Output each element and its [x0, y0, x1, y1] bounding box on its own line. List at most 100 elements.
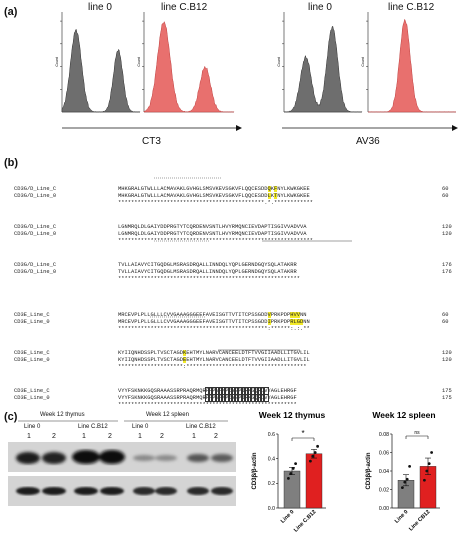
lane-2: 2: [52, 433, 56, 440]
histogram-3: Count: [277, 12, 363, 113]
lane-4: 2: [108, 433, 112, 440]
bar-1-1: [283, 470, 301, 509]
hist-title-2: line C.B12: [161, 2, 208, 13]
alignment-row: CD3E_Line_C VYYFSKNKKGQSRAAASSRPRAQRMQRPP…: [14, 387, 452, 395]
sequence-name: CD3G/D_Line_0: [14, 231, 57, 237]
sequence-name: CD3E_Line_C: [14, 312, 50, 318]
sequence-name: CD3G/D_Line_C: [14, 262, 57, 268]
band-actin-1: [16, 487, 40, 495]
sequence-position: 175: [442, 388, 452, 394]
sequence-name: CD3E_Line_0: [14, 357, 50, 363]
sequence-position: 175: [442, 395, 452, 401]
consensus-row: ****************************************…: [14, 200, 313, 207]
chart-tick-label-1-3: 0.6: [268, 432, 275, 438]
band-actin-7: [187, 487, 209, 495]
alignment-row: CD3E_Line_0 VYYFSKNKKGQSRAAASSRPRAQRMQRPP…: [14, 394, 452, 402]
chart-title-2: Week 12 spleen: [372, 410, 435, 420]
blot-line-0-spleen: Line 0: [132, 424, 149, 430]
histogram-4: Count: [361, 12, 457, 113]
data-point-2-2-3: [427, 462, 431, 465]
flow-histograms: Count Count Count Count: [55, 12, 458, 131]
sequence-position: 60: [442, 193, 449, 199]
blot-group-thymus: Week 12 thymus: [40, 412, 85, 418]
chart-tick-label-2-3: 0.06: [379, 450, 389, 456]
sequence-text: KYIIQNHDSSPLTVSCTAGDKEHTMYLNARVCANCEELDT…: [118, 350, 310, 356]
ct3-arrow-head: [236, 125, 242, 131]
data-point-2-1-3: [405, 477, 409, 481]
sequence-text: MHKGRALGTWLLLACMAVAKLGVHGLSMSVKEVSGKVFLQ…: [118, 193, 310, 199]
sequence-text: MRCEVPLPLLGLLLCVVGAAAGGGEEFAVEISGTTVTITC…: [118, 319, 310, 325]
sequence-position: 120: [442, 350, 452, 356]
band-actin-3: [74, 487, 98, 495]
sequence-text: ****************************************…: [118, 402, 297, 408]
sequence-position: 120: [442, 231, 452, 237]
data-point-2-1-1: [401, 486, 404, 490]
hist-count-label-1: Count: [55, 57, 59, 66]
sequence-name: CD3E_Line_C: [14, 388, 50, 394]
hist-count-label-2: Count: [137, 57, 141, 66]
sequence-text: MHKGRALGTWLLLACMAVAKLGVHGLSMSVKEVSGKVFLQ…: [118, 186, 310, 192]
lane-5: 1: [138, 433, 142, 440]
data-point-2-2-2: [425, 469, 429, 473]
lane-7: 1: [192, 433, 196, 440]
sequence-position: 60: [442, 312, 449, 318]
lane-8: 2: [214, 433, 218, 440]
sequence-position: 176: [442, 269, 452, 275]
sequence-text: VYYFSKNKKGQSRAAASSRPRAQRMQRPPPVPNPDYEPIR…: [118, 394, 297, 402]
alignment-row: CD3G/D_Line_0 LGNMRQLDLGAIYDDPRGTYTCQRDEN…: [14, 231, 452, 238]
sequence-name: CD3E_Line_C: [14, 350, 50, 356]
consensus-row: ****************************************…: [14, 276, 300, 283]
consensus-row: ********************:*******************…: [14, 364, 307, 371]
sig-label-1: *: [301, 429, 304, 438]
sequence-text: ****************************************…: [118, 200, 313, 206]
band-actin-6: [155, 487, 177, 495]
chart-title-1: Week 12 thymus: [259, 410, 326, 420]
chart-category-2-1: Line 0: [394, 509, 409, 524]
alignment-annotations: [150, 177, 352, 351]
blot-group-spleen: Week 12 spleen: [146, 412, 189, 418]
chart-category-2-2: Line CB12: [408, 509, 431, 532]
ct3-label: CT3: [142, 136, 161, 147]
chart-ylabel-1: CD3β/β-actin: [252, 452, 258, 489]
alignment-row: CD3E_Line_0 MRCEVPLPLLGLLLCVVGAAAGGGEEFAV…: [14, 319, 448, 326]
data-point-1-2-2: [311, 454, 315, 458]
av36-label: AV36: [356, 136, 380, 147]
data-point-2-1-4: [408, 464, 411, 468]
alignment-row: CD3G/D_Line_C LGNMRQLDLGAIYDDPRGTYTCQRDEN…: [14, 224, 452, 231]
band-actin-2: [42, 487, 66, 495]
panel-b-label: (b): [4, 157, 19, 169]
panel-c-label: (c): [4, 411, 18, 423]
band-actin-8: [211, 487, 233, 495]
band-actin-4: [100, 487, 124, 495]
sequence-text: LGNMRQLDLGAIYDDPRGTYTCQRDENVSNTLHVYRMQNC…: [118, 231, 307, 237]
cd3e-alignment: CD3E_Line_C MRCEVPLPLLGLLLCVVGAAAGGGEEFAV…: [14, 298, 460, 416]
bar-1-2: [305, 453, 323, 509]
sequence-text: KYIIQNHDSSPLTVSCTAGDEEHTMYLNARVCANCEELDT…: [118, 357, 310, 363]
sequence-text: ********************:*******************…: [118, 364, 307, 370]
av36-arrow-head: [452, 125, 458, 131]
lane-3: 1: [82, 433, 86, 440]
hist-count-label-3: Count: [277, 57, 281, 66]
data-point-1-1-4: [294, 462, 297, 465]
hist-title-4: line C.B12: [388, 2, 435, 13]
sequence-text: VYYFSKNKKGQSRAAASSRPRAQRMQRPPPVPNPDYEPIR…: [118, 387, 297, 395]
data-point-1-1-2: [289, 472, 293, 475]
sequence-text: TVLLAIAVYCITGQDGLMSRASDRQALLINNDQLYQPLGE…: [118, 262, 297, 268]
band-cd3-4: [99, 450, 125, 464]
data-point-1-1-3: [291, 467, 295, 470]
chart-ylabel-2: CD3β/β-actin: [366, 452, 372, 489]
alignment-row: CD3G/D_Line_C TVLLAIAVYCITGQDGLMSRASDRQAL…: [14, 262, 452, 269]
data-point-2-2-4: [430, 451, 433, 454]
band-cd3-7: [187, 454, 209, 462]
band-cd3-2: [42, 452, 66, 464]
alignment-row: CD3G/D_Line_0 MHKGRALGTWLLLACMAVAKLGVHGLS…: [14, 193, 448, 200]
histogram-2: Count: [137, 12, 235, 113]
band-cd3-6: [155, 455, 177, 461]
chart-category-1-2: Line C.B12: [293, 509, 317, 533]
data-point-2-1-2: [403, 480, 407, 484]
chart-category-1-1: Line 0: [280, 509, 295, 524]
sequence-position: 60: [442, 186, 449, 192]
data-point-1-1-1: [287, 477, 290, 480]
data-point-1-2-1: [309, 459, 312, 463]
sequence-name: CD3G/D_Line_0: [14, 193, 57, 199]
